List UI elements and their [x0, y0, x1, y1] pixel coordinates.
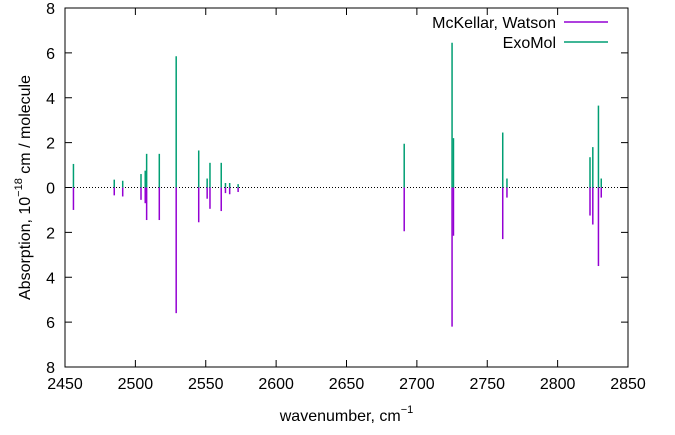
- y-axis-label: Absorption, 10−18 cm / molecule: [13, 75, 34, 300]
- y-tick-label: 4: [46, 270, 55, 287]
- y-tick-label: 2: [46, 136, 55, 153]
- legend-label: ExoMol: [503, 35, 556, 52]
- series-1: [72, 187, 603, 327]
- y-axis-label-unit: cm / molecule: [17, 75, 34, 178]
- y-tick-label: 6: [46, 46, 55, 63]
- x-tick-label: 2850: [610, 376, 646, 393]
- y-tick-label: 6: [46, 315, 55, 332]
- x-tick-label: 2700: [399, 376, 435, 393]
- x-axis-label-superscript: −1: [401, 404, 414, 416]
- x-tick-label: 2600: [258, 376, 294, 393]
- plot-frame: [64, 7, 629, 368]
- x-tick-label: 2800: [540, 376, 576, 393]
- tick-layer: 2450 2500 2550 2600 2650 2700 2750 2800 2850 8 6 4 2…: [46, 1, 646, 393]
- y-axis-label-superscript: −18: [13, 178, 25, 197]
- x-tick-label: 2550: [188, 376, 224, 393]
- y-tick-label: 0: [46, 181, 55, 198]
- x-tick-label: 2650: [329, 376, 365, 393]
- y-tick-label: 8: [46, 360, 55, 377]
- x-tick-label: 2450: [47, 376, 83, 393]
- y-tick-label: 4: [46, 91, 55, 108]
- y-axis-label-text: Absorption, 10: [17, 197, 34, 300]
- legend-label: McKellar, Watson: [432, 15, 556, 32]
- legend: McKellar, Watson ExoMol: [432, 15, 608, 52]
- series-layer: [72, 42, 603, 327]
- x-axis-label-text: wavenumber, cm: [279, 408, 401, 425]
- x-tick-label: 2500: [118, 376, 154, 393]
- series-2: [72, 42, 603, 188]
- y-tick-label: 8: [46, 1, 55, 18]
- x-axis-label: wavenumber, cm−1: [279, 404, 413, 425]
- y-tick-label: 2: [46, 225, 55, 242]
- x-tick-label: 2750: [469, 376, 505, 393]
